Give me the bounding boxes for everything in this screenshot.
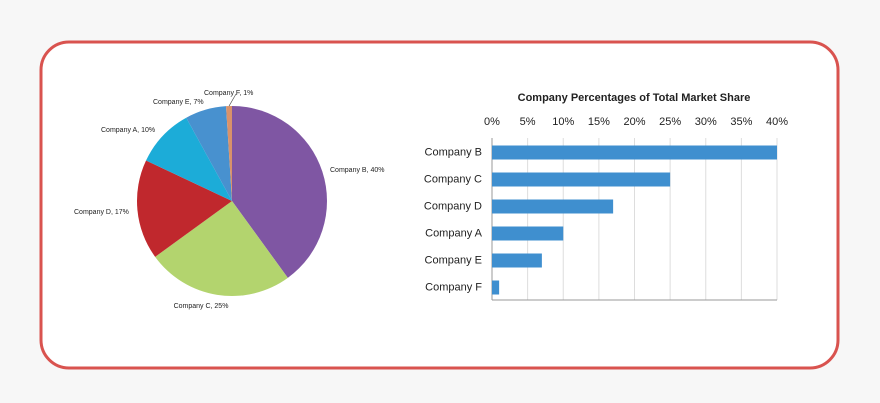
bar xyxy=(492,172,671,187)
y-tick-label: Company F xyxy=(425,281,482,293)
pie-slice xyxy=(186,106,232,201)
x-tick-label: 20% xyxy=(623,116,645,128)
y-tick-label: Company D xyxy=(424,200,482,212)
x-tick-label: 35% xyxy=(730,116,752,128)
pie-slice xyxy=(226,106,232,201)
x-tick-label: 25% xyxy=(659,116,681,128)
y-tick-label: Company B xyxy=(425,146,482,158)
pie-slice xyxy=(146,117,232,201)
x-tick-label: 15% xyxy=(588,116,610,128)
pie-label: Company C, 25% xyxy=(174,303,229,310)
pie-slice xyxy=(155,201,288,296)
pie-label: Company D, 17% xyxy=(74,209,129,216)
pie-slice xyxy=(137,160,232,257)
x-tick-label: 40% xyxy=(766,116,788,128)
pie-label: Company B, 40% xyxy=(330,167,384,174)
leader-line xyxy=(228,93,237,107)
bar xyxy=(492,199,614,214)
x-tick-label: 0% xyxy=(484,116,500,128)
pie-label: Company F, 1% xyxy=(204,90,253,97)
y-tick-label: Company C xyxy=(424,173,482,185)
y-tick-label: Company A xyxy=(425,227,483,239)
y-tick-label: Company E xyxy=(425,254,482,266)
pie-label: Company E, 7% xyxy=(153,99,204,106)
chart-title: Company Percentages of Total Market Shar… xyxy=(518,92,751,104)
x-tick-label: 5% xyxy=(520,116,536,128)
bar xyxy=(492,253,542,268)
pie-label: Company A, 10% xyxy=(101,127,155,134)
x-tick-label: 30% xyxy=(695,116,717,128)
pie-slice xyxy=(232,106,327,278)
bar xyxy=(492,145,777,160)
bar xyxy=(492,226,564,241)
x-tick-label: 10% xyxy=(552,116,574,128)
bar xyxy=(492,280,500,295)
